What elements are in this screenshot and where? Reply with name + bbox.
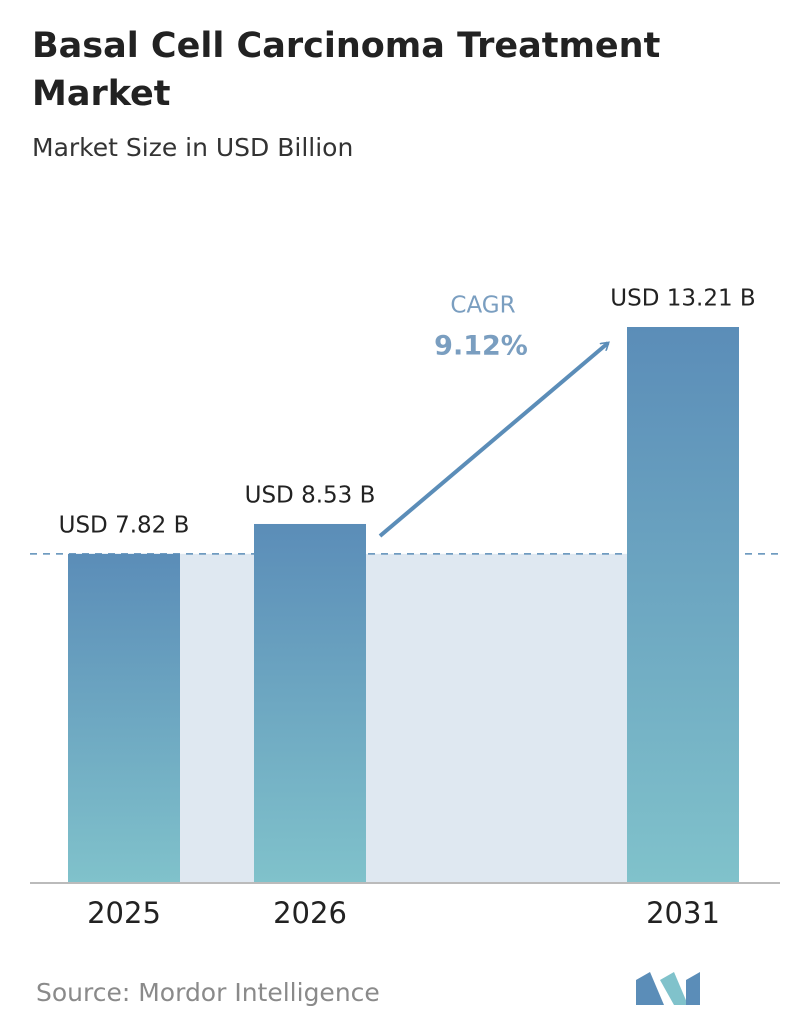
bar xyxy=(68,553,180,883)
x-tick-label: 2025 xyxy=(87,896,161,930)
x-tick-label: 2026 xyxy=(273,896,347,930)
value-label: USD 8.53 B xyxy=(245,482,376,508)
cagr-value: 9.12% xyxy=(434,331,528,362)
x-tick-label: 2031 xyxy=(646,896,720,930)
logo xyxy=(636,972,700,1005)
value-label: USD 13.21 B xyxy=(610,286,755,312)
chart-subtitle: Market Size in USD Billion xyxy=(32,133,354,162)
reference-area xyxy=(124,553,683,883)
cagr-arrow xyxy=(378,343,608,538)
bar xyxy=(627,327,739,883)
value-label: USD 7.82 B xyxy=(59,512,190,538)
chart-title: Basal Cell Carcinoma Treatment Market xyxy=(32,26,661,114)
bar xyxy=(254,523,366,883)
source: Source: Mordor Intelligence xyxy=(36,978,380,1007)
cagr-label: CAGR xyxy=(450,293,515,319)
